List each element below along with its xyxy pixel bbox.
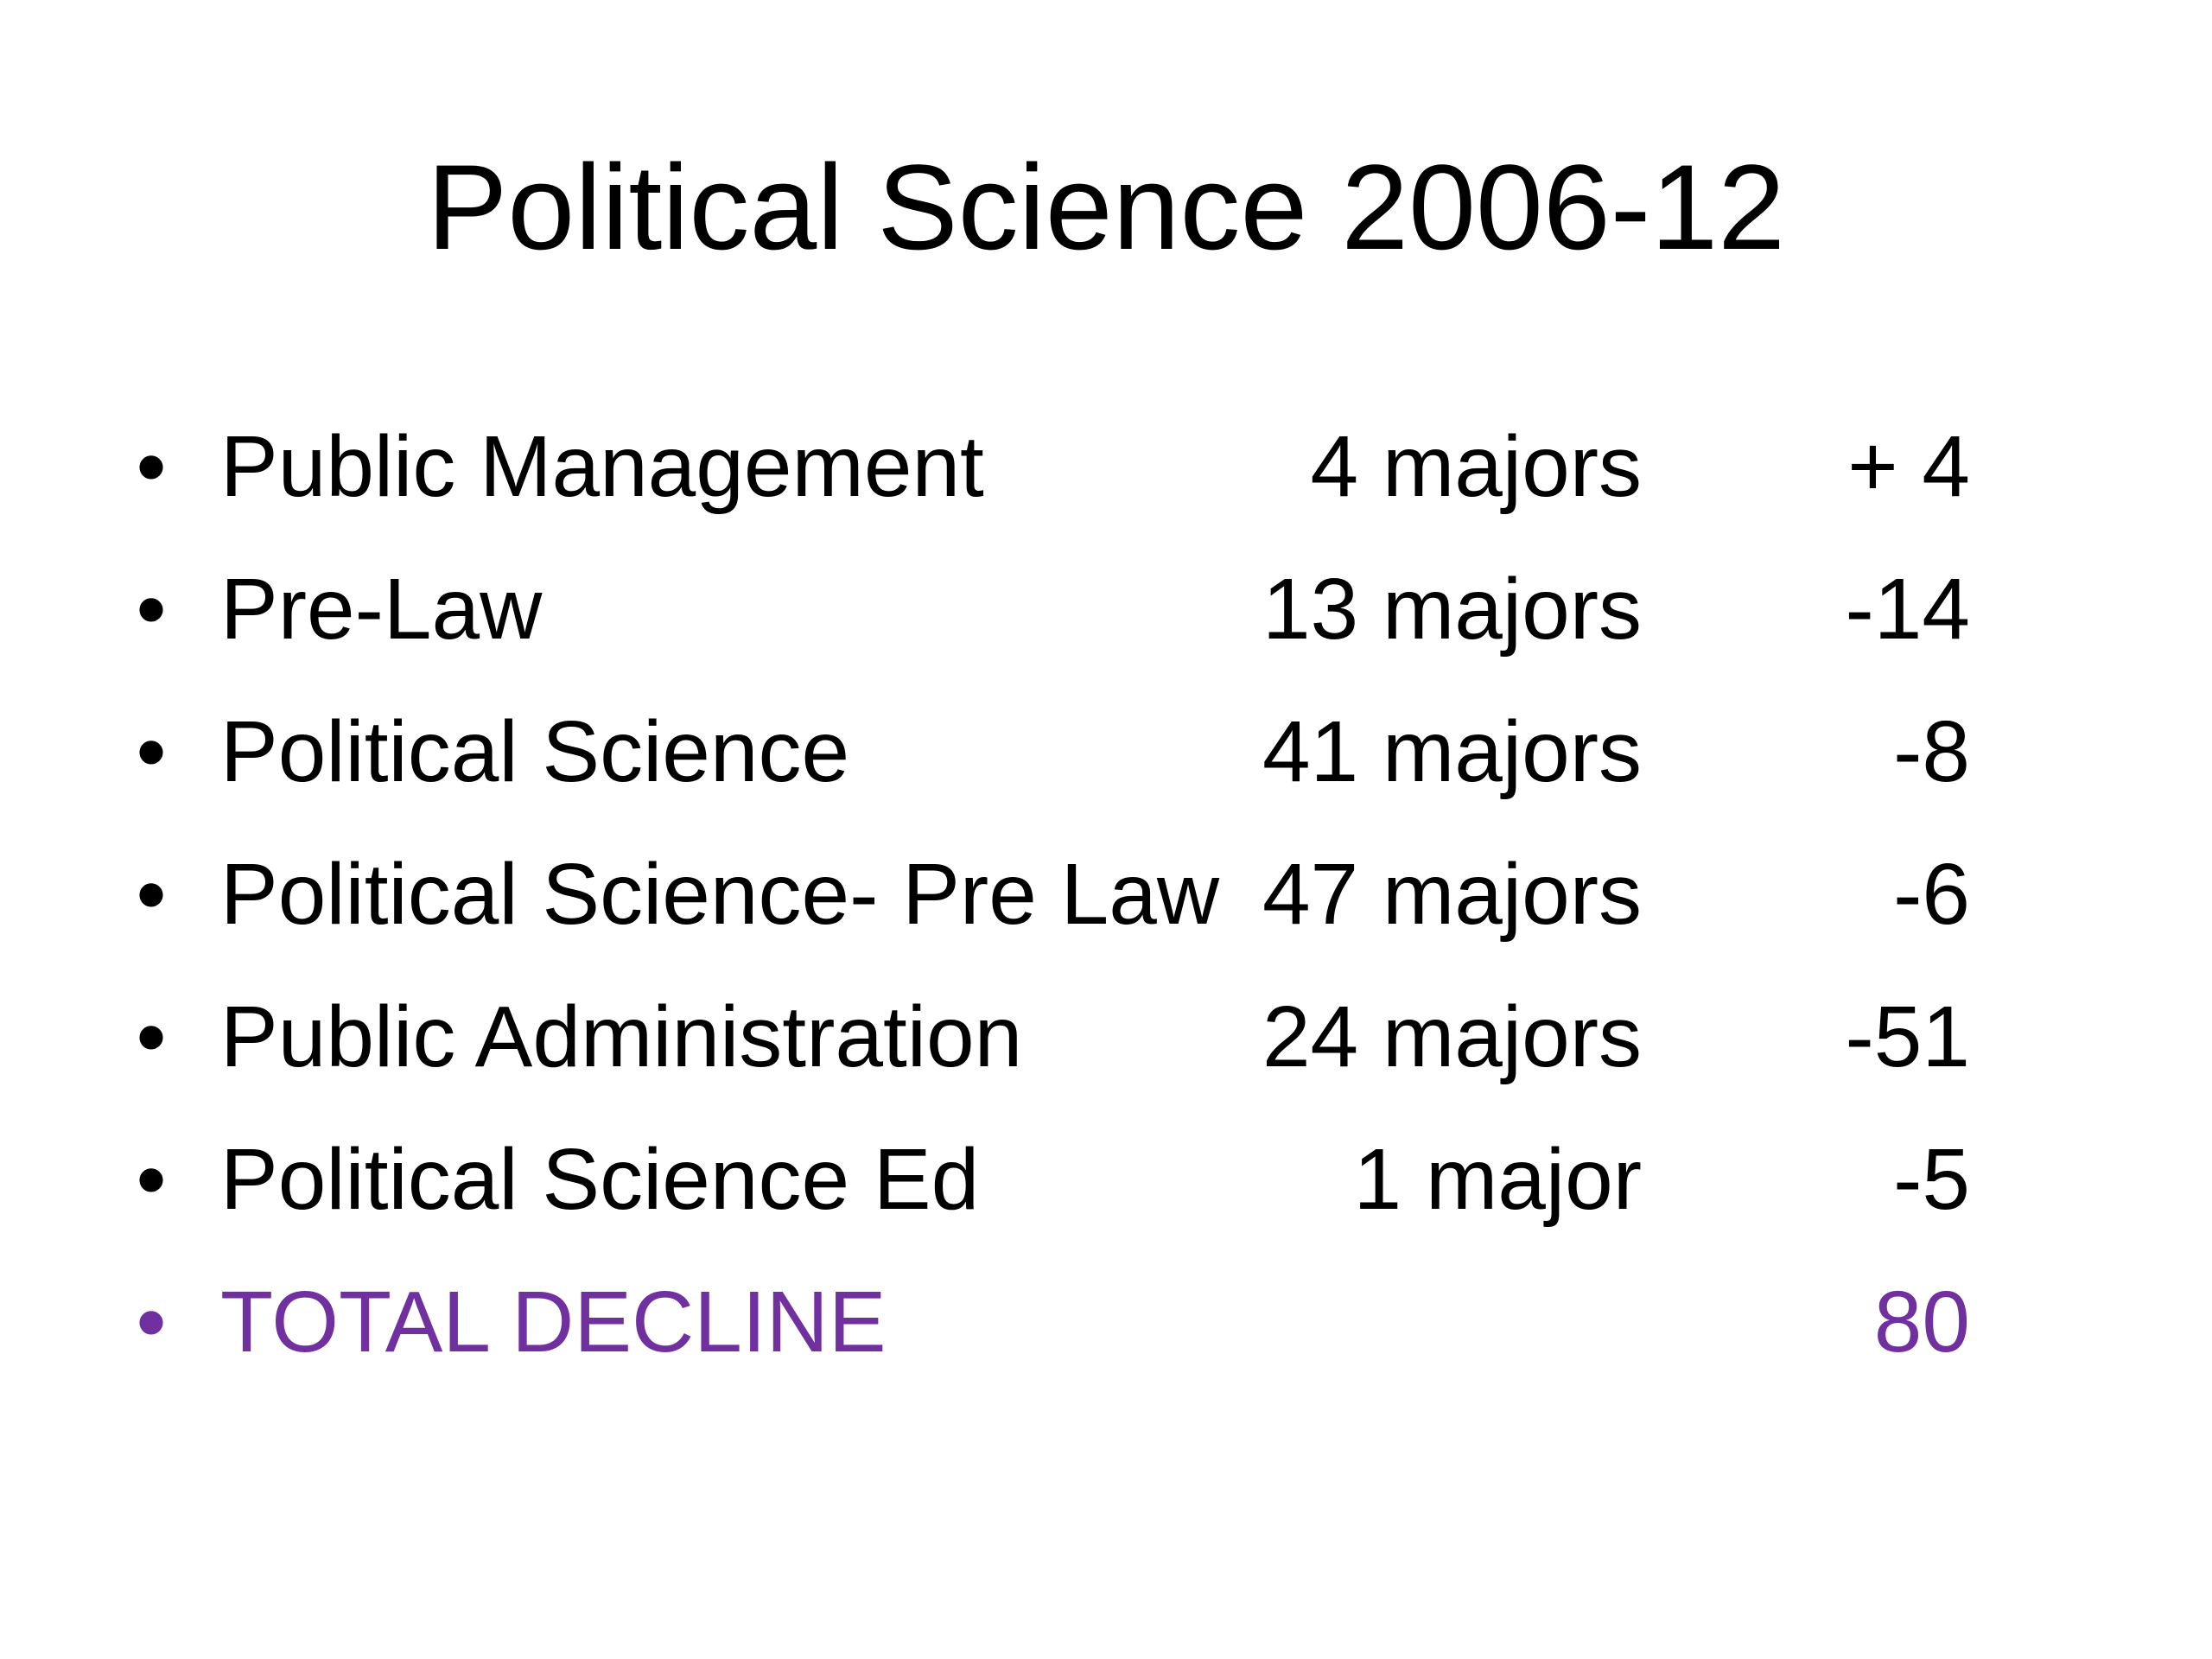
change-value: -5	[1893, 1131, 1970, 1228]
bullet-icon: •	[136, 418, 167, 515]
change-value: -51	[1845, 988, 1970, 1085]
list-item-pre-law: • Pre-Law 13 majors -14	[0, 549, 2212, 670]
list-item-total-decline: • TOTAL DECLINE 80	[0, 1262, 2212, 1382]
change-value: -14	[1845, 561, 1970, 658]
change-value: -8	[1893, 703, 1970, 800]
bullet-icon: •	[136, 1274, 167, 1370]
bullet-icon: •	[136, 1131, 167, 1228]
bullet-icon: •	[136, 703, 167, 800]
bullet-icon: •	[136, 561, 167, 658]
bullet-icon: •	[136, 846, 167, 943]
list-item-political-science-ed: • Political Science Ed 1 major -5	[0, 1119, 2212, 1240]
majors-count: 24 majors	[1262, 988, 1642, 1085]
program-label: Political Science- Pre Law	[220, 846, 1220, 943]
slide-title: Political Science 2006-12	[426, 139, 1786, 275]
majors-count: 41 majors	[1262, 703, 1642, 800]
bullet-icon: •	[136, 988, 167, 1085]
program-label: Pre-Law	[220, 561, 543, 658]
program-label: Public Management	[220, 418, 984, 515]
list-item-public-administration: • Public Administration 24 majors -51	[0, 976, 2212, 1097]
majors-count: 13 majors	[1262, 561, 1642, 658]
majors-count: 47 majors	[1262, 846, 1642, 943]
change-value: + 4	[1847, 418, 1970, 515]
list-item-political-science-pre-law: • Political Science- Pre Law 47 majors -…	[0, 834, 2212, 955]
majors-count: 4 majors	[1310, 418, 1642, 515]
list-item-political-science: • Political Science 41 majors -8	[0, 691, 2212, 812]
change-value: -6	[1893, 846, 1970, 943]
total-value: 80	[1873, 1274, 1970, 1370]
program-label: Political Science Ed	[220, 1131, 980, 1228]
total-label: TOTAL DECLINE	[220, 1274, 887, 1370]
list-item-public-management: • Public Management 4 majors + 4	[0, 406, 2212, 527]
program-label: Public Administration	[220, 988, 1023, 1085]
program-label: Political Science	[220, 703, 850, 800]
majors-count: 1 major	[1353, 1131, 1642, 1228]
